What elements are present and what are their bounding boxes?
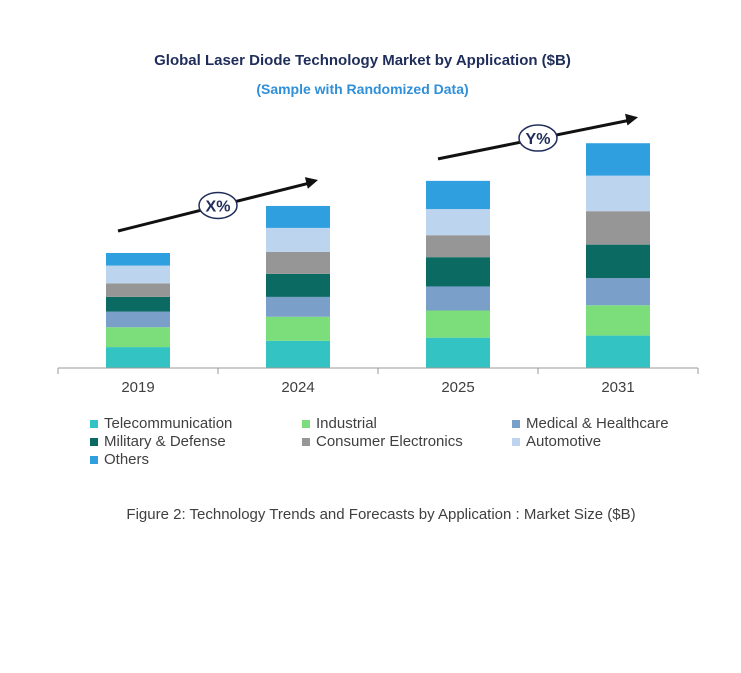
- legend-item-military-defense: Military & Defense: [90, 433, 226, 450]
- bar-segment-medical-healthcare-2025: [426, 286, 490, 311]
- bars-layer: [106, 143, 650, 368]
- x-tick-label: 2019: [121, 379, 154, 396]
- bar-segment-automotive-2025: [426, 209, 490, 236]
- bar-segment-military-defense-2025: [426, 257, 490, 287]
- bar-segment-others-2031: [586, 143, 650, 176]
- legend-label: Medical & Healthcare: [526, 415, 669, 432]
- bar-segment-telecommunication-2025: [426, 337, 490, 368]
- bar-segment-others-2019: [106, 253, 170, 266]
- bar-segment-medical-healthcare-2031: [586, 278, 650, 306]
- ticks-layer: 2019 2024 2025 2031: [57, 368, 699, 396]
- bar-segment-industrial-2019: [106, 327, 170, 348]
- bar-segment-military-defense-2024: [266, 273, 330, 297]
- legend-label: Consumer Electronics: [316, 433, 463, 450]
- bar-segment-medical-healthcare-2024: [266, 296, 330, 317]
- bar-segment-military-defense-2019: [106, 296, 170, 312]
- legend-item-medical-healthcare: Medical & Healthcare: [512, 415, 669, 432]
- legend-swatch: [512, 419, 520, 428]
- legend-label: Telecommunication: [104, 415, 233, 432]
- legend-swatch: [90, 419, 98, 428]
- annotations-layer: X% Y%: [117, 113, 638, 233]
- bar-segment-others-2025: [426, 180, 490, 210]
- growth-label: X%: [206, 198, 231, 215]
- legend-swatch: [302, 437, 310, 446]
- legend-item-consumer-electronics: Consumer Electronics: [302, 433, 463, 450]
- legend-swatch: [90, 455, 98, 464]
- bar-segment-automotive-2019: [106, 265, 170, 284]
- legend-item-automotive: Automotive: [512, 433, 601, 450]
- x-tick-label: 2031: [601, 379, 634, 396]
- bar-segment-telecommunication-2031: [586, 335, 650, 368]
- x-tick-label: 2024: [281, 379, 314, 396]
- legend-label: Automotive: [526, 433, 602, 450]
- bar-segment-consumer-electronics-2025: [426, 235, 490, 258]
- bar-segment-industrial-2031: [586, 305, 650, 336]
- bar-segment-consumer-electronics-2031: [586, 211, 650, 245]
- bar-segment-automotive-2024: [266, 227, 330, 252]
- chart-title: Global Laser Diode Technology Market by …: [154, 52, 571, 69]
- growth-label: Y%: [526, 131, 551, 148]
- bar-segment-automotive-2031: [586, 175, 650, 212]
- growth-arrow-x: X%: [117, 177, 318, 233]
- legend-item-others: Others: [90, 451, 149, 468]
- bar-segment-military-defense-2031: [586, 244, 650, 279]
- bar-segment-telecommunication-2019: [106, 347, 170, 368]
- bar-segment-consumer-electronics-2024: [266, 251, 330, 274]
- legend-label: Industrial: [316, 415, 377, 432]
- bar-segment-others-2024: [266, 205, 330, 228]
- legend-label: Military & Defense: [104, 433, 226, 450]
- bar-segment-industrial-2025: [426, 310, 490, 338]
- stacked-bar-chart: 2019 2024 2025 2031 X% Y%: [57, 113, 699, 396]
- figure-caption: Figure 2: Technology Trends and Forecast…: [126, 506, 636, 523]
- bar-segment-telecommunication-2024: [266, 340, 330, 368]
- bar-segment-medical-healthcare-2019: [106, 311, 170, 328]
- bar-segment-consumer-electronics-2019: [106, 283, 170, 297]
- x-tick-label: 2025: [441, 379, 474, 396]
- legend-swatch: [512, 437, 520, 446]
- legend-item-industrial: Industrial: [302, 415, 377, 432]
- growth-arrow-y: Y%: [437, 113, 638, 161]
- legend-swatch: [90, 437, 98, 446]
- legend-item-telecommunication: Telecommunication: [90, 415, 232, 432]
- legend-swatch: [302, 419, 310, 428]
- bar-segment-industrial-2024: [266, 316, 330, 341]
- chart-subtitle: (Sample with Randomized Data): [256, 81, 469, 97]
- legend-label: Others: [104, 451, 150, 468]
